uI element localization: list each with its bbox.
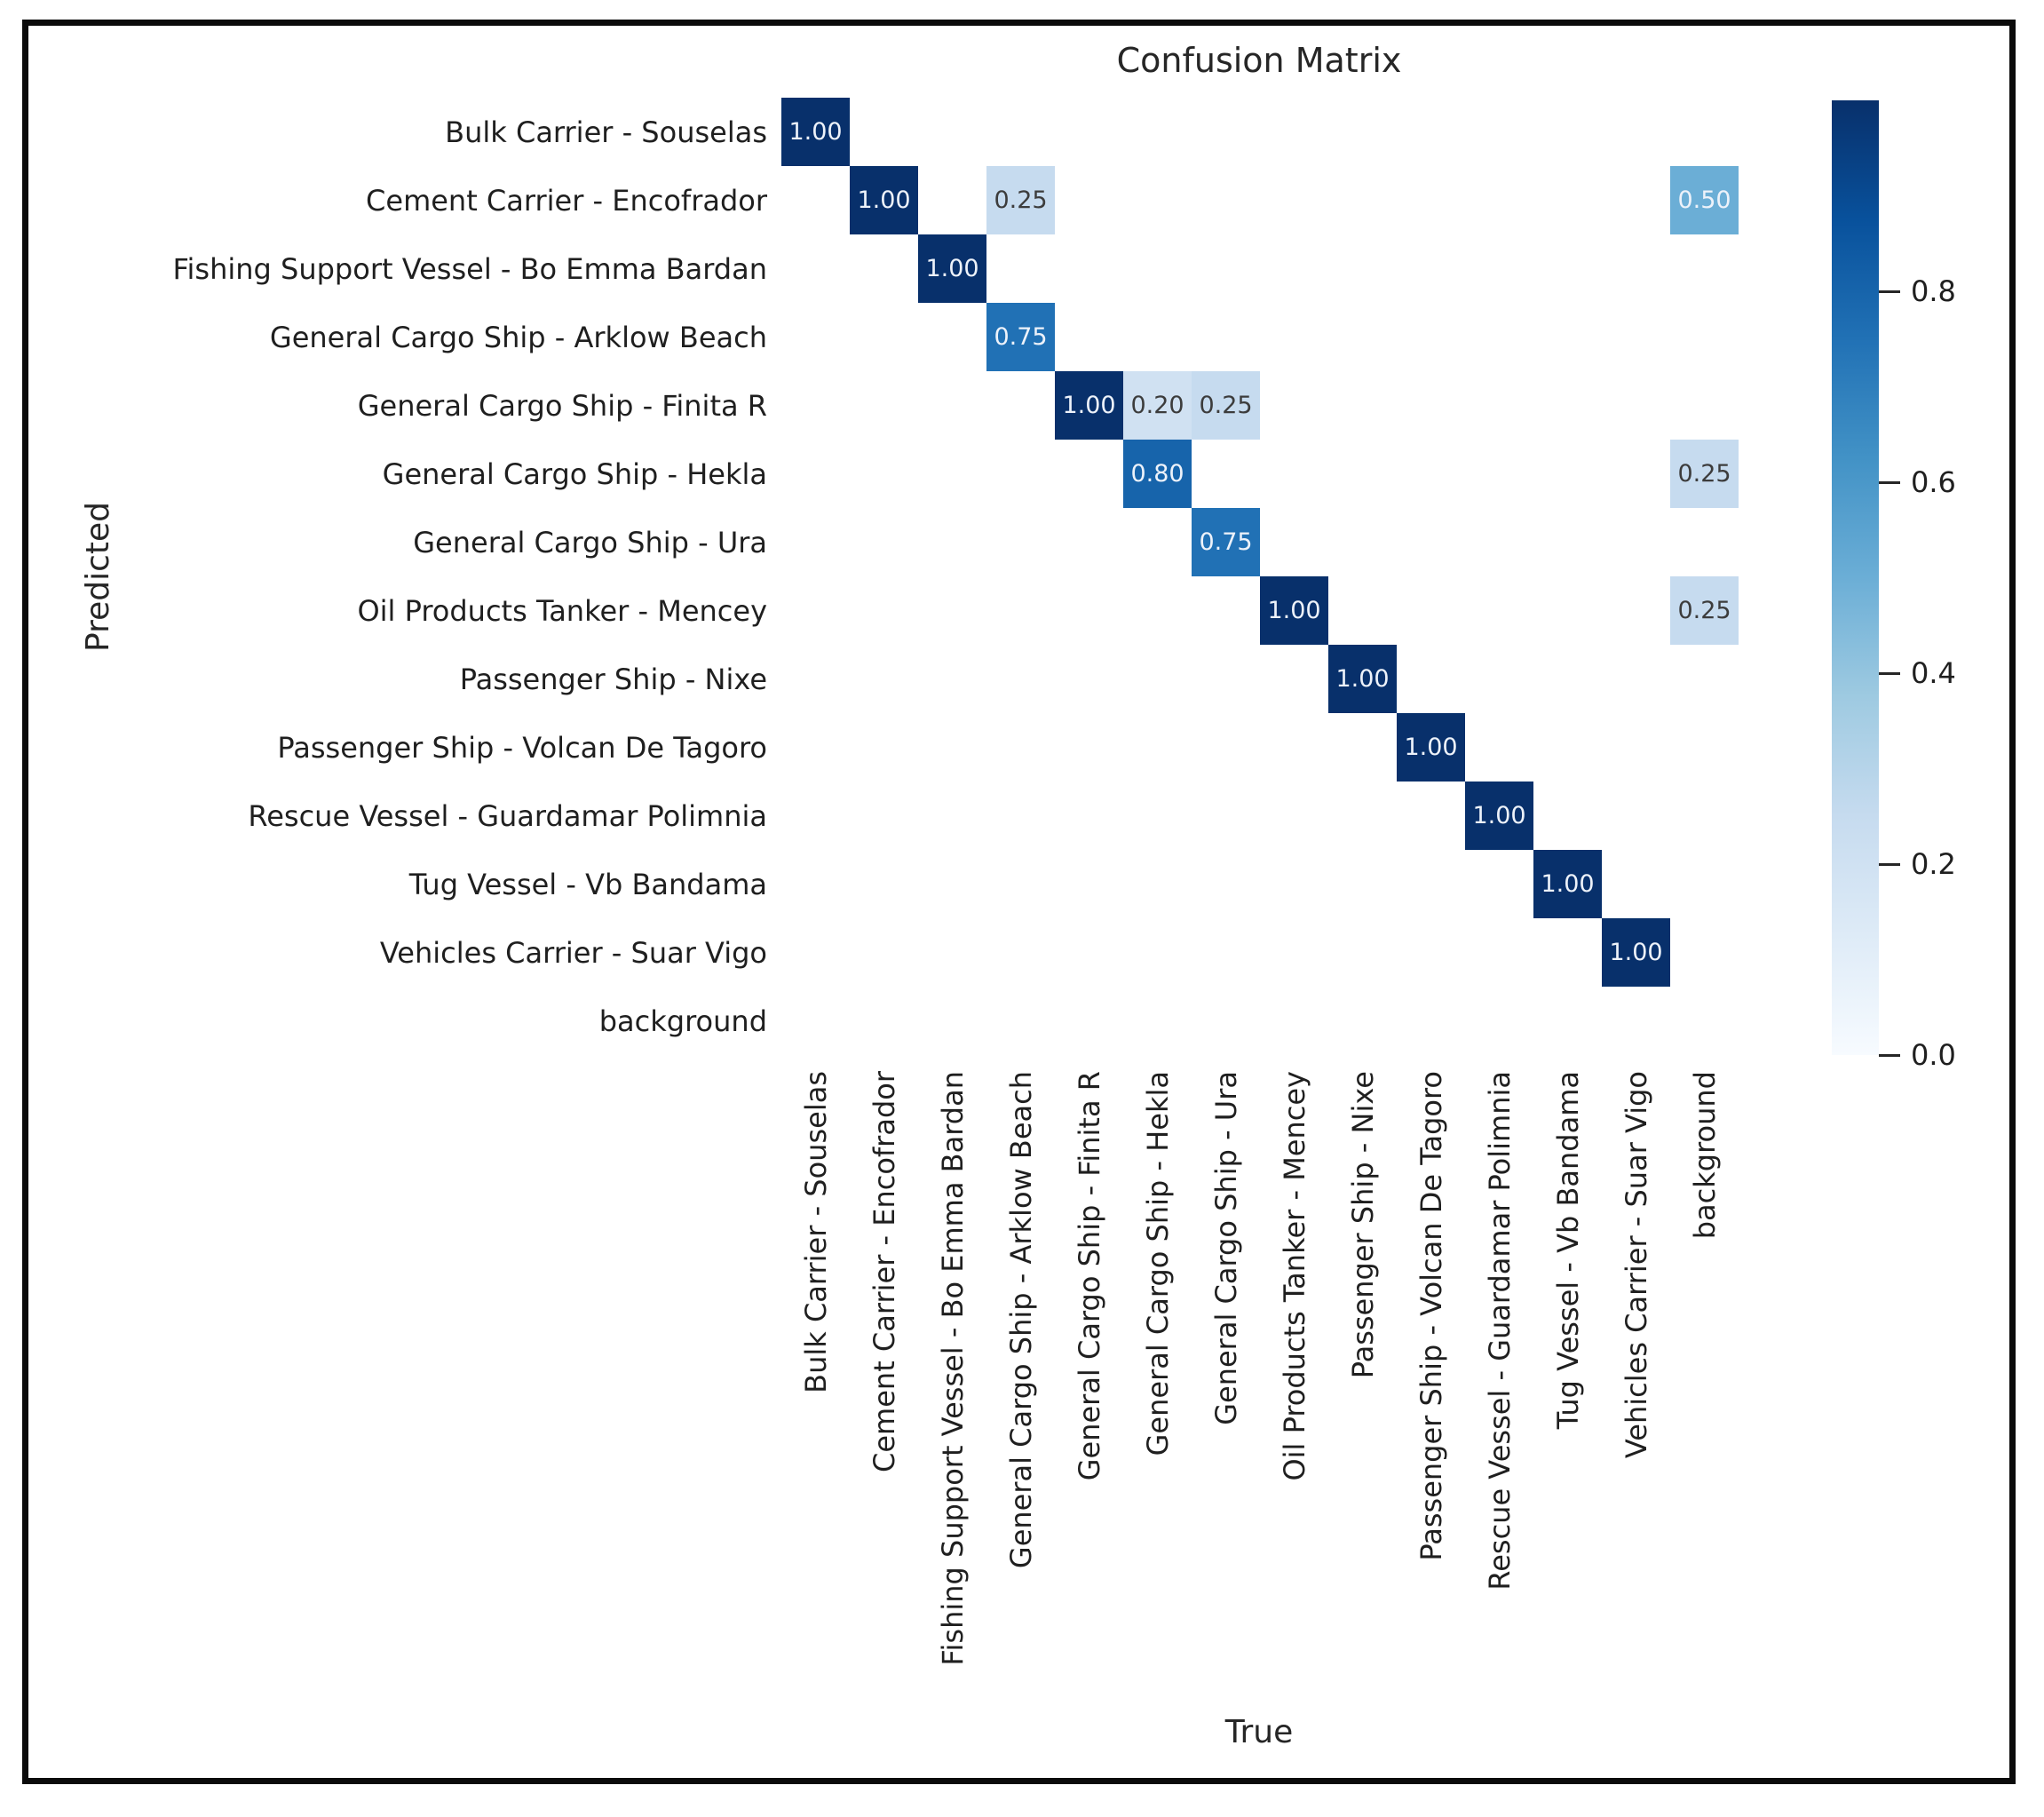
x-tick-label: General Cargo Ship - Finita R — [1072, 1071, 1106, 1481]
colorbar-tick-mark — [1879, 862, 1900, 866]
colorbar-tick-label: 0.0 — [1911, 1038, 1956, 1072]
cell-value: 0.75 — [994, 323, 1048, 351]
x-tick-label: Cement Carrier - Encofrador — [867, 1071, 901, 1472]
heatmap-cell: 0.75 — [1192, 508, 1260, 576]
heatmap-cell: 1.00 — [1465, 782, 1533, 850]
cell-value: 1.00 — [1062, 392, 1116, 419]
cell-value: 1.00 — [1267, 597, 1321, 624]
y-axis-label: Predicted — [80, 501, 116, 652]
cell-value: 0.20 — [1130, 392, 1184, 419]
x-tick-label: Rescue Vessel - Guardamar Polimnia — [1482, 1071, 1517, 1591]
y-tick-label: Passenger Ship - Volcan De Tagoro — [277, 730, 767, 765]
x-tick-label: General Cargo Ship - Ura — [1208, 1071, 1243, 1425]
y-tick-label: Rescue Vessel - Guardamar Polimnia — [248, 798, 767, 833]
y-tick-label: General Cargo Ship - Finita R — [357, 388, 767, 423]
heatmap-cell: 0.25 — [1670, 576, 1739, 645]
cell-value: 1.00 — [1335, 665, 1390, 693]
heatmap-cell: 1.00 — [1260, 576, 1328, 645]
cell-value: 0.25 — [994, 186, 1048, 214]
cell-value: 1.00 — [1472, 802, 1526, 829]
y-tick-label: Oil Products Tanker - Mencey — [357, 593, 767, 628]
heatmap-cell: 0.80 — [1123, 440, 1192, 508]
colorbar-tick-mark — [1879, 1053, 1900, 1057]
colorbar-tick-label: 0.2 — [1911, 847, 1956, 881]
y-tick-label: Fishing Support Vessel - Bo Emma Bardan — [172, 251, 767, 286]
y-axis-label-container: Predicted — [78, 98, 119, 1055]
y-tick-label: Cement Carrier - Encofrador — [366, 183, 767, 218]
cell-value: 1.00 — [1609, 939, 1663, 966]
cell-value: 0.50 — [1677, 186, 1731, 214]
y-tick-label: background — [598, 1004, 767, 1038]
heatmap-cell: 0.50 — [1670, 166, 1739, 234]
x-tick-label: Oil Products Tanker - Mencey — [1277, 1071, 1311, 1481]
colorbar-tick-mark — [1879, 290, 1900, 293]
colorbar-tick-label: 0.6 — [1911, 465, 1956, 499]
colorbar — [1832, 100, 1879, 1055]
heatmap-cell: 1.00 — [1397, 713, 1465, 782]
y-tick-label: Bulk Carrier - Souselas — [445, 115, 767, 149]
x-tick-label: Vehicles Carrier - Suar Vigo — [1619, 1071, 1653, 1459]
y-tick-label: General Cargo Ship - Hekla — [382, 456, 767, 491]
heatmap-cell: 1.00 — [1328, 645, 1397, 713]
cell-value: 0.80 — [1130, 460, 1184, 488]
heatmap-cell: 1.00 — [1055, 371, 1123, 440]
heatmap-cell: 1.00 — [850, 166, 918, 234]
cell-value: 1.00 — [925, 255, 979, 282]
y-tick-label: Vehicles Carrier - Suar Vigo — [379, 935, 767, 970]
colorbar-tick-mark — [1879, 671, 1900, 675]
heatmap-cell: 0.25 — [986, 166, 1055, 234]
heatmap-cell: 1.00 — [781, 98, 850, 166]
y-tick-label: Tug Vessel - Vb Bandama — [408, 867, 767, 901]
cell-value: 1.00 — [1404, 734, 1458, 761]
y-tick-label: General Cargo Ship - Ura — [413, 525, 767, 559]
heatmap-cell: 1.00 — [1602, 918, 1670, 987]
x-tick-label: Bulk Carrier - Souselas — [798, 1071, 833, 1393]
x-tick-label: Fishing Support Vessel - Bo Emma Bardan — [935, 1071, 970, 1666]
heatmap-cell: 0.20 — [1123, 371, 1192, 440]
x-tick-label: Passenger Ship - Nixe — [1345, 1071, 1380, 1379]
heatmap-cell: 0.75 — [986, 303, 1055, 371]
heatmap-cell: 1.00 — [918, 234, 986, 303]
heatmap-cell: 0.25 — [1670, 440, 1739, 508]
x-tick-label: Tug Vessel - Vb Bandama — [1550, 1071, 1585, 1430]
cell-value: 1.00 — [788, 118, 843, 146]
x-axis-label: True — [1224, 1714, 1294, 1750]
chart-title: Confusion Matrix — [1116, 41, 1402, 80]
heatmap-cell: 1.00 — [1533, 850, 1602, 918]
y-tick-label: Passenger Ship - Nixe — [459, 662, 767, 696]
x-tick-label: General Cargo Ship - Arklow Beach — [1003, 1071, 1038, 1569]
x-tick-label: General Cargo Ship - Hekla — [1140, 1071, 1175, 1456]
x-tick-label: Passenger Ship - Volcan De Tagoro — [1414, 1071, 1448, 1561]
x-tick-label: background — [1687, 1071, 1722, 1240]
colorbar-tick-label: 0.8 — [1911, 274, 1956, 308]
cell-value: 0.25 — [1677, 597, 1731, 624]
heatmap-cell: 0.25 — [1192, 371, 1260, 440]
cell-value: 1.00 — [1541, 870, 1595, 898]
colorbar-tick-mark — [1879, 480, 1900, 484]
y-tick-label: General Cargo Ship - Arklow Beach — [269, 320, 767, 354]
cell-value: 0.25 — [1677, 460, 1731, 488]
cell-value: 0.75 — [1199, 528, 1253, 556]
colorbar-tick-label: 0.4 — [1911, 656, 1956, 690]
cell-value: 0.25 — [1199, 392, 1253, 419]
cell-value: 1.00 — [857, 186, 911, 214]
